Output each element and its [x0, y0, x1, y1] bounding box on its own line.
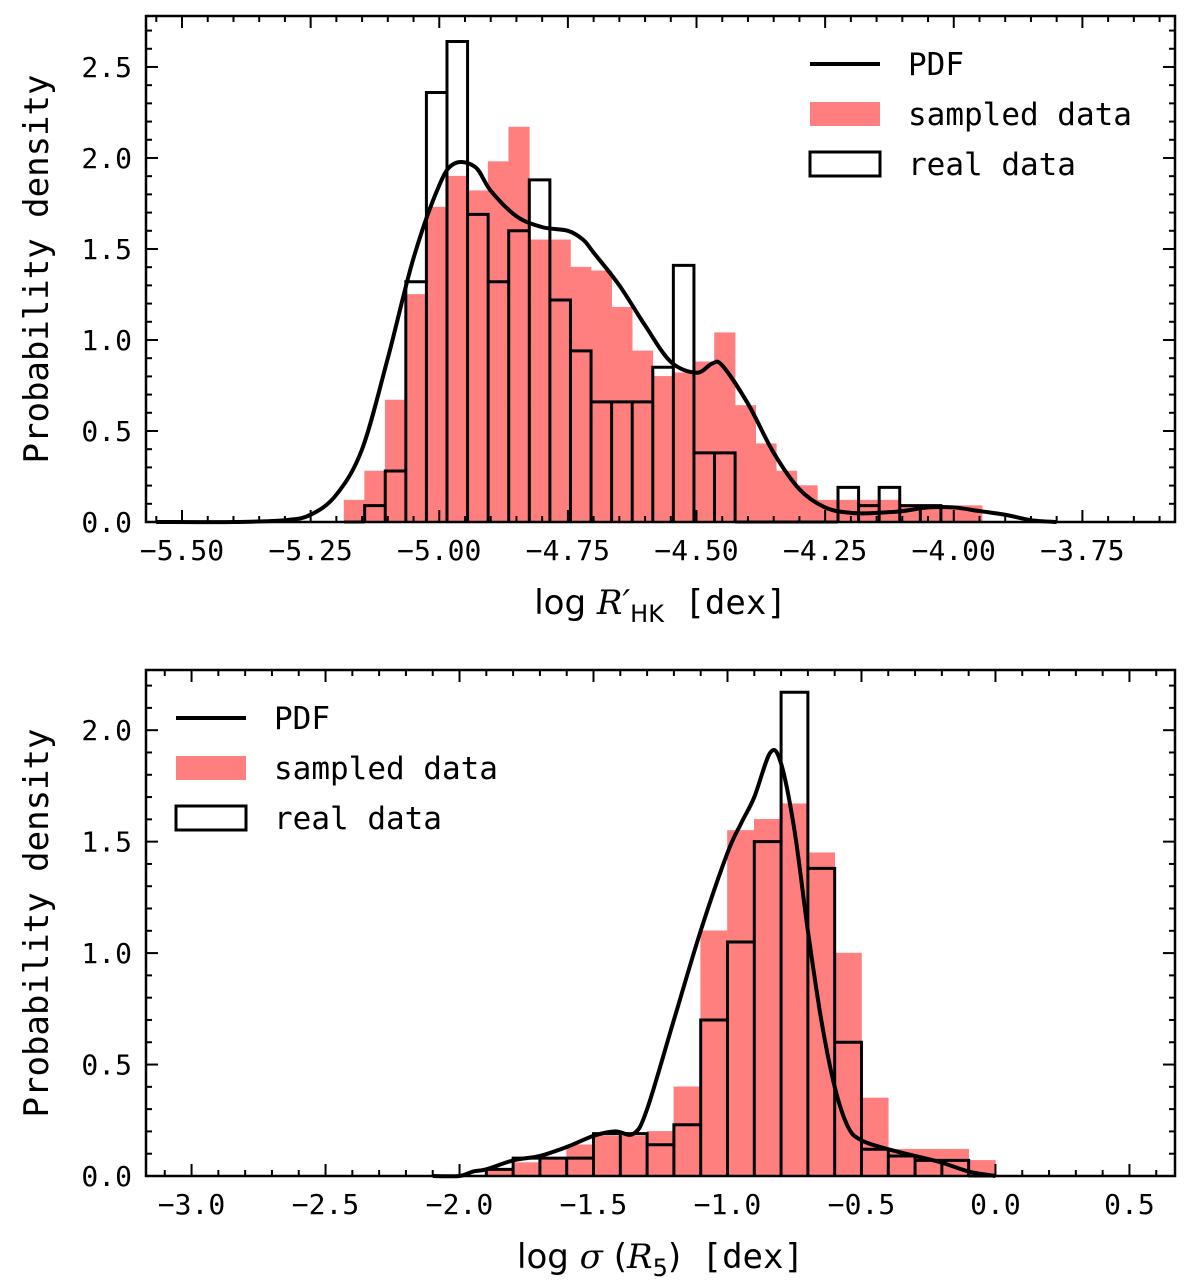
- chart2-x-tick-label: 0.0: [970, 1188, 1021, 1221]
- chart1-x-tick-label: −4.00: [912, 534, 996, 567]
- chart1-x-tick-label: −4.50: [654, 534, 738, 567]
- chart2-legend-real-swatch: [174, 804, 248, 832]
- chart1-legend-real-swatch: [808, 150, 882, 178]
- chart1-y-axis-label: Probability density: [17, 75, 57, 464]
- chart2-x-axis-label: log σ (R5) [dex]: [517, 1237, 804, 1282]
- chart2-sampled-bar: [539, 1157, 568, 1177]
- chart1-sampled-bar: [467, 190, 489, 523]
- chart1-sampled-bar: [734, 405, 756, 523]
- chart2-legend-real-label: real data: [274, 801, 442, 837]
- chart2-x-tick-label: −1.5: [560, 1188, 627, 1221]
- chart1-y-tick-label: 0.0: [81, 506, 132, 539]
- chart1-sampled-bar: [631, 350, 654, 523]
- chart2-sampled-bar: [753, 819, 782, 1177]
- chart1-sampled-bar: [446, 175, 468, 523]
- chart1-x-tick-label: −5.50: [140, 534, 224, 567]
- chart1-x-tick-label: −5.00: [397, 534, 481, 567]
- chart1-sampled-bar: [508, 126, 530, 523]
- chart2-sampled-bar: [673, 1086, 701, 1177]
- chart1-legend-sampled-swatch: [810, 102, 880, 126]
- chart1-sampled-bar: [426, 206, 448, 523]
- chart1-legend-sampled-label: sampled data: [908, 97, 1132, 133]
- chart2-legend-sampled-label: sampled data: [274, 751, 498, 787]
- chart1-y-tick-label: 2.0: [81, 142, 132, 175]
- chart1-sampled-bar: [693, 361, 715, 523]
- chart1-sampled-bar: [673, 372, 695, 523]
- chart2-sampled-bar: [512, 1162, 541, 1177]
- chart2-frame: [144, 668, 1177, 1178]
- chart2-x-tick-label: −3.0: [158, 1188, 225, 1221]
- chart2-x-tick-label: 0.5: [1104, 1188, 1155, 1221]
- chart2-y-tick-label: 1.0: [81, 937, 132, 970]
- chart1-x-tick-label: −4.75: [526, 534, 610, 567]
- chart2-y-axis-label: Probability density: [17, 729, 57, 1118]
- chart2-x-tick-label: −2.0: [426, 1188, 493, 1221]
- chart1-sampled-bar: [611, 306, 633, 523]
- chart2-y-tick-label: 1.5: [81, 826, 132, 859]
- chart1-sampled-bar: [590, 270, 612, 523]
- chart1-x-tick-label: −5.25: [268, 534, 352, 567]
- chart2-x-tick-label: −0.5: [828, 1188, 895, 1221]
- chart1-y-tick-label: 1.0: [81, 324, 132, 357]
- chart2-legend-sampled-swatch: [176, 756, 246, 780]
- chart1-pdf-curve: [156, 160, 1057, 525]
- chart1-sampled-bar: [775, 470, 798, 523]
- chart1-sampled-bar: [652, 376, 674, 523]
- chart2: −3.0 −2.5 −2.0 −1.5 −1.0 −0.5 0.0 0.5 0.0 0.5 1.0 1…: [17, 668, 1177, 1282]
- chart1-y-tick-label: 1.5: [81, 233, 132, 266]
- chart1-sampled-bar: [549, 239, 571, 523]
- chart2-sampled-bar: [593, 1135, 621, 1177]
- chart2-sampled-bars: [486, 803, 996, 1177]
- chart1-legend-real-label: real data: [908, 147, 1076, 183]
- chart1-sampled-bar: [405, 294, 427, 523]
- chart2-sampled-bar: [566, 1144, 594, 1177]
- chart1-sampled-bar: [364, 470, 386, 523]
- chart2-x-tick-label: −1.0: [694, 1188, 761, 1221]
- chart1-sampled-bar: [487, 161, 510, 523]
- chart2-y-tick-label: 2.0: [81, 714, 132, 747]
- chart1-x-axis-label: log R′HK [dex]: [534, 583, 787, 628]
- chart1-sampled-bar: [570, 266, 592, 523]
- chart2-sampled-bar: [646, 1131, 675, 1177]
- chart2-x-tick-label: −2.5: [292, 1188, 359, 1221]
- chart2-legend-pdf-label: PDF: [274, 701, 330, 737]
- chart2-pdf-curve: [432, 748, 996, 1179]
- chart1-y-tick-label: 0.5: [81, 415, 132, 448]
- chart2-sampled-bar: [727, 830, 755, 1177]
- chart1-legend-pdf-label: PDF: [908, 47, 964, 83]
- chart2-legend: PDF sampled data real data: [174, 701, 498, 837]
- chart1-sampled-bar: [529, 239, 551, 523]
- chart1-legend: PDF sampled data real data: [808, 47, 1132, 183]
- chart1-y-tick-label: 2.5: [81, 51, 132, 84]
- chart2-sampled-bar: [861, 1097, 889, 1177]
- chart2-sampled-bar: [834, 952, 862, 1177]
- chart1: −5.50 −5.25 −5.00 −4.75 −4.50 −4.25 −4.00 −3.75…: [17, 14, 1177, 628]
- chart2-sampled-bar: [780, 803, 809, 1177]
- chart1-frame: [144, 14, 1177, 524]
- chart2-sampled-bar: [700, 930, 728, 1177]
- chart1-x-tick-label: −4.25: [783, 534, 867, 567]
- chart2-y-tick-label: 0.0: [81, 1160, 132, 1193]
- chart1-x-tick-label: −3.75: [1040, 534, 1124, 567]
- chart2-y-tick-label: 0.5: [81, 1049, 132, 1082]
- chart2-sampled-bar: [620, 1135, 648, 1177]
- chart1-sampled-bar: [384, 399, 407, 523]
